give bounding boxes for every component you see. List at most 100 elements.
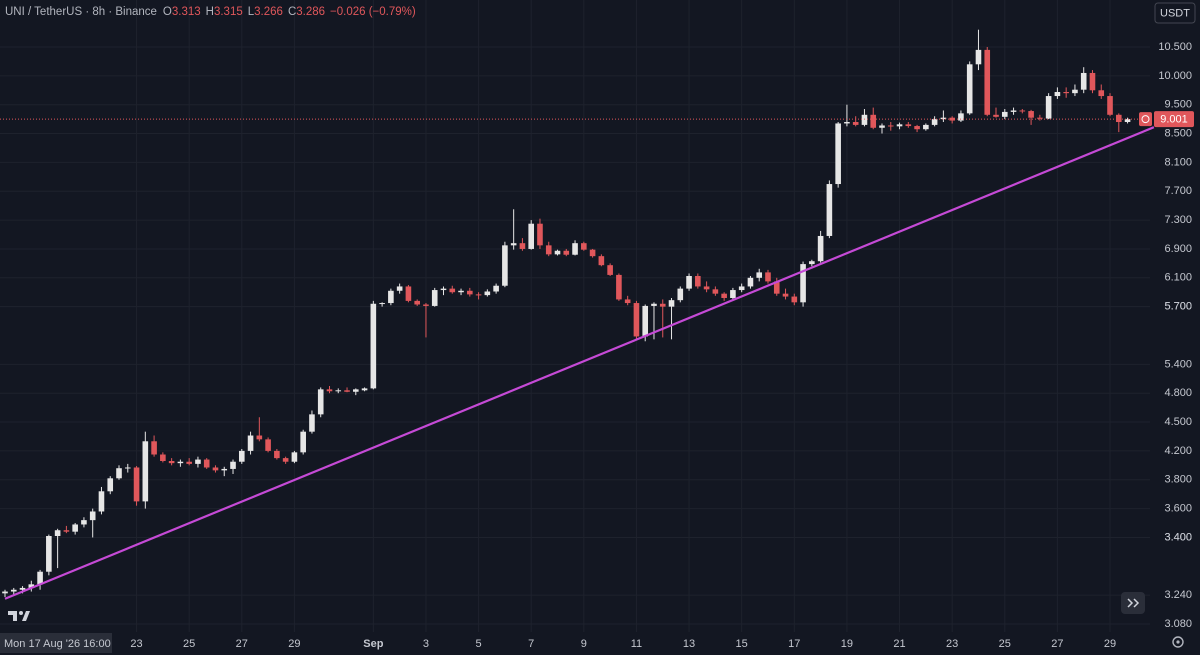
candle-body [274, 450, 280, 459]
settings-button[interactable] [1172, 636, 1184, 648]
y-tick-label: 3.400 [1164, 531, 1192, 543]
candle-body [256, 435, 263, 440]
ohlc-label: L [248, 6, 255, 18]
candle-body [230, 461, 236, 469]
candle-body [633, 303, 640, 337]
x-tick-label: 9 [581, 638, 587, 650]
x-tick-label: 13 [683, 638, 695, 650]
y-tick-label: 5.700 [1164, 301, 1192, 313]
candle-body [651, 303, 657, 306]
candle-body [1037, 117, 1043, 119]
y-tick-label: 5.400 [1164, 358, 1192, 370]
candle-body [1115, 114, 1122, 123]
x-tick-label: Mon 17 Aug '26 16:00 [4, 638, 111, 650]
candle-body [931, 119, 938, 125]
x-tick-label: 29 [1104, 638, 1116, 650]
candle-body [142, 441, 149, 502]
candle-body [458, 290, 464, 293]
scroll-button[interactable] [1121, 592, 1145, 614]
candle-body [581, 243, 587, 250]
y-tick-label: 6.100 [1164, 272, 1192, 284]
candle-body [703, 286, 710, 290]
y-tick-label: 10.000 [1158, 70, 1192, 82]
candle-body [668, 300, 675, 307]
candle-body [168, 460, 175, 464]
y-tick-label: 4.200 [1164, 445, 1192, 457]
candle-body [28, 584, 35, 588]
currency-label[interactable]: USDT [1160, 7, 1190, 19]
candle-body [712, 289, 719, 294]
candle-body [133, 467, 140, 502]
candle-body [607, 265, 613, 275]
y-tick-label: 3.600 [1164, 503, 1192, 515]
candle-body [1045, 96, 1052, 119]
candle-body [502, 245, 508, 286]
y-tick-label: 3.400 [1164, 531, 1192, 543]
x-tick-label: 17 [788, 638, 800, 650]
candle-body [195, 459, 201, 464]
last-price-label: 9.001 [1160, 114, 1188, 126]
candle-body [353, 389, 359, 392]
candle-body [1107, 96, 1113, 115]
x-tick-label: 23 [946, 638, 958, 650]
candle-body [1054, 92, 1061, 97]
candle-body [177, 461, 184, 464]
candle-body [10, 589, 17, 592]
candle-body [519, 243, 526, 249]
x-tick-label: 27 [1051, 638, 1063, 650]
tv-logo [8, 611, 30, 621]
candle-body [545, 245, 552, 255]
x-tick-label: 7 [528, 638, 534, 650]
candle-body [151, 441, 157, 455]
crosshair-label-box [0, 633, 112, 653]
overlay: 10.500 10.000 9.500 8.500 8.100 7.700 7.300 6.9… [0, 41, 1194, 653]
candle-body [563, 250, 570, 255]
candle-body [107, 478, 114, 492]
candle-body [730, 290, 736, 298]
candle-body [861, 114, 868, 125]
ohlc-value: 3.313 [172, 6, 201, 18]
candle-body [773, 281, 780, 294]
last-price-icon [1139, 112, 1152, 127]
candle-body [46, 536, 52, 572]
trendline [4, 126, 1155, 600]
candle-body [317, 389, 324, 415]
candle-body [160, 454, 166, 461]
candle-body [361, 388, 368, 391]
candle-body [1028, 111, 1034, 118]
candle-body [212, 467, 219, 471]
candle-body [2, 591, 8, 594]
candle-body [1063, 92, 1069, 94]
candle-body [782, 293, 789, 297]
candle-body [589, 249, 596, 257]
currency-button[interactable] [1154, 2, 1196, 24]
last-price-icon-dot [1141, 115, 1150, 124]
candle-body [467, 290, 473, 295]
candle-body [370, 303, 377, 389]
candle-body [291, 452, 298, 462]
candle-body [388, 290, 394, 304]
candle-body [738, 286, 745, 291]
candle-body [528, 223, 534, 249]
candle-body [449, 288, 456, 293]
x-tick-label: 23 [130, 638, 142, 650]
x-tick-label: 25 [999, 638, 1011, 650]
candle-body [396, 286, 403, 291]
candle-body [572, 243, 578, 255]
candle-body [616, 274, 622, 300]
candle-body [949, 117, 955, 121]
candle-body [405, 286, 412, 301]
candle-body [1001, 111, 1008, 117]
candle-body [203, 459, 210, 468]
y-tick-label: 8.100 [1164, 156, 1192, 168]
candle-body [238, 450, 245, 462]
candle-body [510, 243, 517, 246]
candle-body [852, 122, 859, 125]
candle-body [265, 439, 271, 451]
x-tick-label: 19 [841, 638, 853, 650]
candle-body [344, 390, 350, 392]
candle-body [765, 272, 771, 282]
ohlc-value: 3.266 [254, 6, 283, 18]
candle-body [800, 264, 806, 303]
